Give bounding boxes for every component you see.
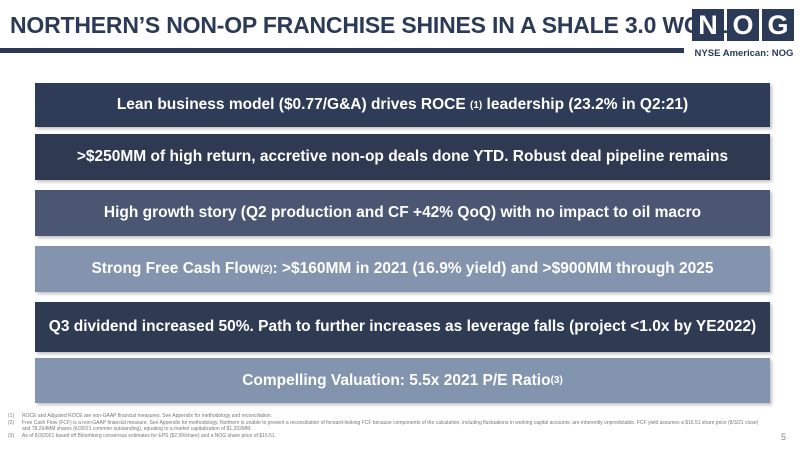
- title: NORTHERN’S NON-OP FRANCHISE SHINES IN A …: [10, 12, 749, 38]
- logo-letter: G: [762, 9, 794, 41]
- logo-letter: N: [692, 9, 724, 41]
- footnote-number: (1): [8, 413, 15, 419]
- message-box: >$250MM of high return, accretive non-op…: [35, 134, 770, 180]
- footnote-text: As of 8/3/2021 based off Bloomberg conse…: [22, 432, 276, 439]
- box-text: Q3 dividend increased 50%. Path to furth…: [48, 318, 757, 335]
- message-box: High growth story (Q2 production and CF …: [35, 190, 770, 236]
- box-text: Compelling Valuation: 5.5x 2021 P/E Rati…: [242, 371, 551, 389]
- footnote: (3) As of 8/3/2021 based off Bloomberg co…: [8, 433, 768, 440]
- message-box: Lean business model ($0.77/G&A) drives R…: [35, 83, 770, 127]
- box-text: Lean business model ($0.77/G&A) drives R…: [116, 96, 471, 113]
- footnote-ref: (3): [550, 375, 563, 386]
- footnote-text: ROCE and Adjusted ROCE are non-GAAP fina…: [22, 413, 273, 419]
- logo-letter: O: [727, 9, 759, 41]
- title-rule: [0, 48, 684, 53]
- footnote: (2) Free Cash Flow (FCF) is a non-GAAP fi…: [8, 420, 768, 433]
- footnotes: (1) ROCE and Adjusted ROCE are non-GAAP f…: [8, 413, 768, 439]
- footnote-ref: (1): [470, 99, 483, 111]
- page-number: 5: [780, 432, 786, 442]
- footnote-text: Free Cash Flow (FCF) is a non-GAAP finan…: [22, 419, 759, 433]
- box-text: leadership (23.2% in Q2:21): [482, 96, 689, 113]
- box-text: High growth story (Q2 production and CF …: [103, 204, 702, 221]
- box-text: >$250MM of high return, accretive non-op…: [76, 148, 729, 165]
- message-box: Q3 dividend increased 50%. Path to furth…: [35, 302, 770, 352]
- exchange: NYSE American: NOG: [694, 48, 794, 59]
- message-box: Compelling Valuation: 5.5x 2021 P/E Rati…: [35, 358, 770, 403]
- footnote-ref: (2): [260, 263, 273, 275]
- footnote: (1) ROCE and Adjusted ROCE are non-GAAP f…: [8, 413, 768, 420]
- footnote-number: (3): [8, 432, 15, 439]
- footnote-number: (2): [8, 419, 15, 426]
- box-text: : >$160MM in 2021 (16.9% yield) and >$90…: [272, 260, 714, 277]
- box-text: Strong Free Cash Flow: [91, 260, 261, 277]
- message-box: Strong Free Cash Flow (2): >$160MM in 202…: [35, 246, 770, 292]
